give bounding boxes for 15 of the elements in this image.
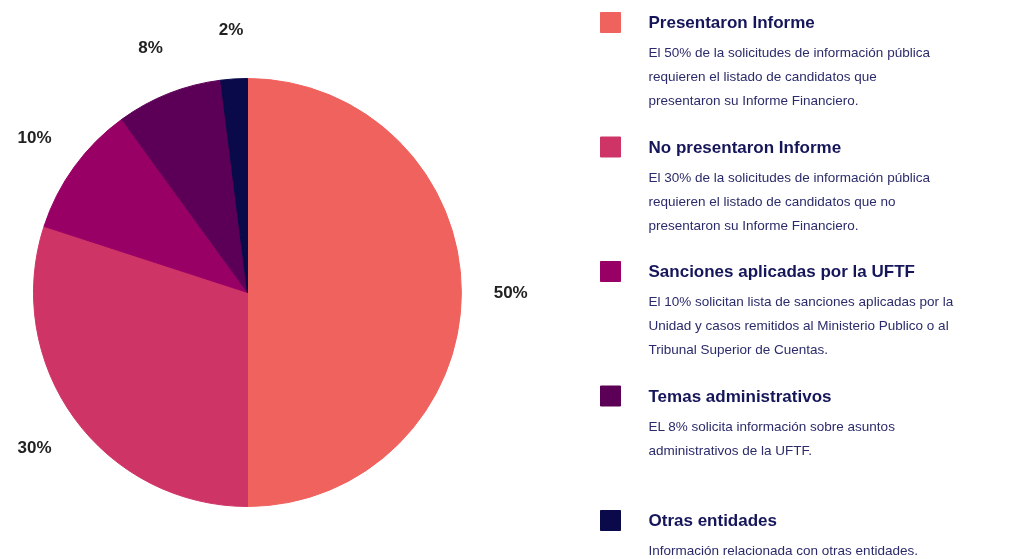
legend-label: Otras entidades xyxy=(648,511,777,530)
data-label: 2% xyxy=(218,20,244,40)
legend-label: No presentaron Informe xyxy=(648,137,842,157)
text: EL 8% solicita información sobre asuntos administrativos de la UFTF. xyxy=(648,418,896,458)
data-label: 10% xyxy=(17,128,52,148)
data-label: 50% xyxy=(493,283,528,302)
text: Información relacionada con otras entidades. xyxy=(648,543,918,558)
text: El 50% de la solicitudes de información pública requieren el listado de candidatos que presentaron su Informe Financiero. xyxy=(648,45,931,108)
text: El 10% solicitan lista de sanciones aplicadas por la Unidad y casos remitidos al Ministerio Publico o al Tribunal Superior de Cuentas. xyxy=(648,294,954,357)
legend-label: Presentaron Informe xyxy=(648,13,815,32)
text: El 30% de la solicitudes de información pública requieren el listado de candidatos que no presentaron su Informe Financiero. xyxy=(648,169,931,233)
data-label: 30% xyxy=(17,437,52,457)
data-label: 8% xyxy=(138,38,163,58)
legend-label: Temas administrativos xyxy=(648,386,832,406)
legend-label: Sanciones aplicadas por la UFTF xyxy=(648,262,915,281)
